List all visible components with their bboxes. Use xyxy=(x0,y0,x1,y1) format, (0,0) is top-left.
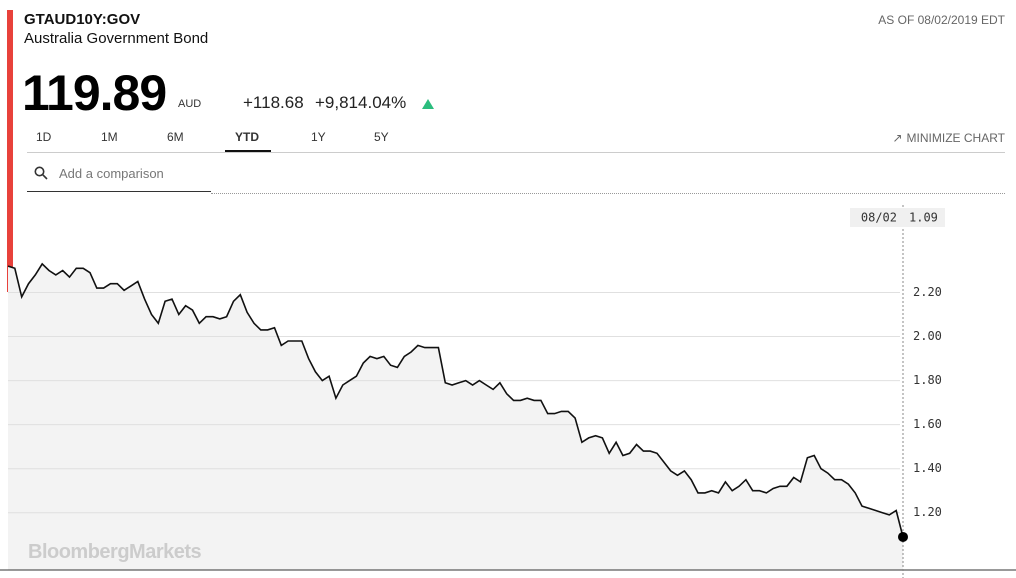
y-tick-label: 2.20 xyxy=(913,285,942,299)
range-tab[interactable]: 1M xyxy=(101,130,118,144)
range-tab[interactable]: YTD xyxy=(235,130,259,144)
change: +118.68 xyxy=(243,93,304,112)
dotted-rule xyxy=(211,193,1005,194)
crosshair-box xyxy=(850,208,945,227)
y-tick-label: 1.40 xyxy=(913,461,942,475)
crosshair-date: 08/02 xyxy=(861,211,897,225)
y-tick-label: 1.60 xyxy=(913,417,942,431)
minimize-label: MINIMIZE CHART xyxy=(906,131,1005,145)
bond-name: Australia Government Bond xyxy=(24,30,209,47)
y-tick-label: 2.00 xyxy=(913,329,942,343)
range-tab[interactable]: 1D xyxy=(36,130,52,144)
range-tab[interactable]: 6M xyxy=(167,130,184,144)
crosshair-value: 1.09 xyxy=(909,211,938,225)
comparison-input[interactable]: Add a comparison xyxy=(59,166,164,181)
price-line xyxy=(7,262,904,538)
accent-bar xyxy=(7,10,13,292)
price: 119.89 xyxy=(22,65,167,121)
ticker: GTAUD10Y:GOV xyxy=(24,11,141,28)
search-icon xyxy=(34,166,48,180)
range-tab[interactable]: 5Y xyxy=(374,130,389,144)
up-arrow xyxy=(422,99,434,109)
area xyxy=(8,263,903,570)
change-pct: +9,814.04% xyxy=(315,93,407,112)
minimize-chart[interactable]: ↗ MINIMIZE CHART xyxy=(892,131,1005,145)
currency: AUD xyxy=(178,98,202,110)
as-of: AS OF 08/02/2019 EDT xyxy=(878,13,1005,27)
watermark: BloombergMarkets xyxy=(28,541,202,563)
range-tab[interactable]: 1Y xyxy=(311,130,326,144)
last-point xyxy=(898,531,908,542)
tab-rule xyxy=(27,152,1005,153)
active-tab-underline xyxy=(225,150,271,153)
y-tick-label: 1.20 xyxy=(913,505,942,519)
y-tick-label: 1.80 xyxy=(913,373,942,387)
input-underline xyxy=(27,191,211,192)
